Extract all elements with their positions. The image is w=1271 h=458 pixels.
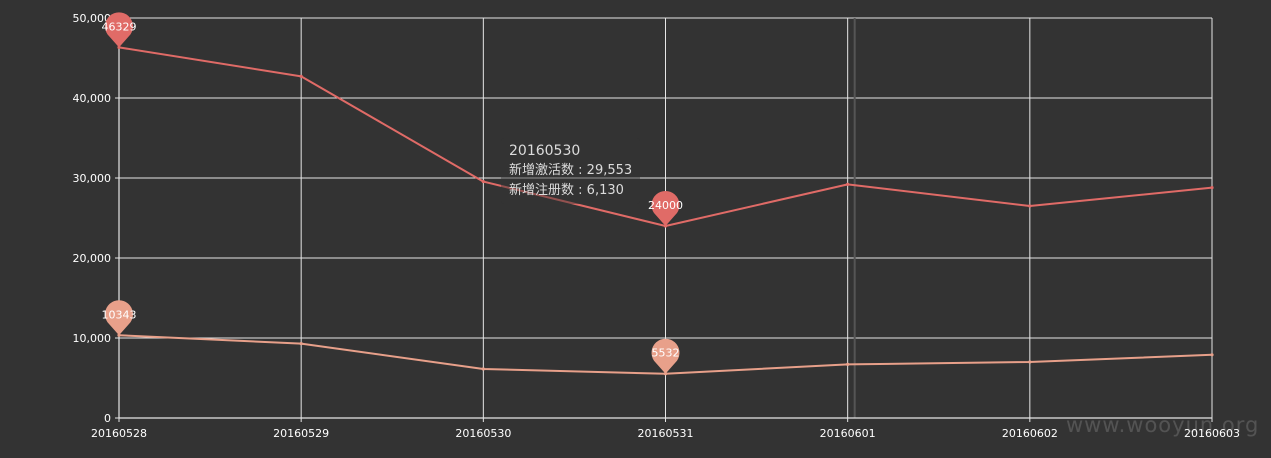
marker-pin-shape <box>105 12 133 48</box>
x-tick-label: 20160603 <box>1184 427 1240 440</box>
marker-pin-label: 5532 <box>652 347 680 360</box>
watermark: www.wooyun.org <box>1066 413 1260 437</box>
x-tick-label: 20160601 <box>820 427 876 440</box>
marker-pin-shape <box>651 191 680 226</box>
data-point <box>299 74 303 78</box>
max-marker-pin: 46329 <box>102 12 137 48</box>
data-point <box>299 342 303 346</box>
x-tick-label: 20160531 <box>638 427 694 440</box>
markers: 46329 24000 10343 5532 <box>102 12 683 374</box>
data-point <box>481 367 485 371</box>
grid-lines <box>118 17 1213 419</box>
marker-pin-shape <box>651 338 680 374</box>
marker-pin-shape <box>104 300 133 336</box>
x-tick-label: 20160530 <box>455 427 511 440</box>
data-point <box>846 182 850 186</box>
max-marker-pin: 10343 <box>102 300 137 336</box>
x-tick-label: 20160602 <box>1002 427 1058 440</box>
data-point <box>1210 353 1214 357</box>
min-marker-pin: 5532 <box>651 338 680 374</box>
data-point <box>1028 360 1032 364</box>
y-tick-label: 20,000 <box>73 252 112 265</box>
min-marker-pin: 24000 <box>648 191 683 226</box>
y-tick-label: 30,000 <box>73 172 112 185</box>
x-tick-label: 20160529 <box>273 427 329 440</box>
marker-pin-label: 10343 <box>102 308 137 321</box>
y-tick-label: 0 <box>104 412 111 425</box>
data-point <box>1210 186 1214 190</box>
marker-pin-label: 46329 <box>102 20 137 33</box>
y-tick-label: 50,000 <box>73 12 112 25</box>
data-point <box>117 45 121 49</box>
data-point <box>846 362 850 366</box>
data-point <box>481 179 485 184</box>
x-tick-label: 20160528 <box>91 427 147 440</box>
y-tick-label: 10,000 <box>73 332 112 345</box>
data-point <box>1028 204 1032 208</box>
axes: 0 10,000 20,000 30,000 40,000 50,000 20160528 2… <box>73 12 1241 440</box>
y-tick-label: 40,000 <box>73 92 112 105</box>
marker-pin-label: 24000 <box>648 199 683 212</box>
